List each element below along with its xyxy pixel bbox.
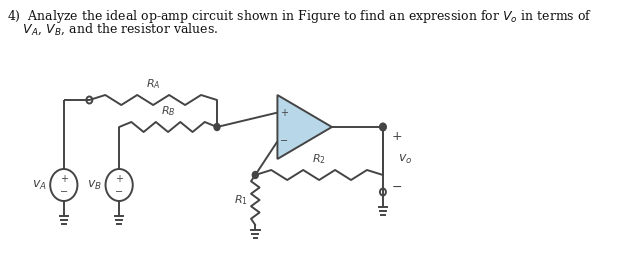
- Text: −: −: [280, 137, 288, 146]
- Text: $v_B$: $v_B$: [87, 179, 102, 192]
- Text: $R_B$: $R_B$: [161, 104, 175, 118]
- Text: −: −: [392, 181, 402, 193]
- Text: +: +: [60, 174, 68, 184]
- Text: +: +: [392, 130, 402, 144]
- Text: −: −: [60, 187, 68, 197]
- Text: $R_A$: $R_A$: [146, 77, 161, 91]
- Text: $v_o$: $v_o$: [398, 153, 413, 166]
- Text: −: −: [115, 187, 123, 197]
- Circle shape: [214, 123, 220, 130]
- Polygon shape: [277, 95, 332, 159]
- Text: $R_1$: $R_1$: [234, 193, 248, 207]
- Text: +: +: [280, 108, 288, 118]
- Circle shape: [252, 171, 259, 179]
- Text: $V_A$, $V_B$, and the resistor values.: $V_A$, $V_B$, and the resistor values.: [7, 22, 218, 38]
- Text: 4)  Analyze the ideal op-amp circuit shown in Figure to find an expression for $: 4) Analyze the ideal op-amp circuit show…: [7, 8, 592, 25]
- Text: +: +: [115, 174, 123, 184]
- Text: $v_A$: $v_A$: [32, 179, 47, 192]
- Text: $R_2$: $R_2$: [312, 152, 326, 166]
- Circle shape: [380, 123, 386, 130]
